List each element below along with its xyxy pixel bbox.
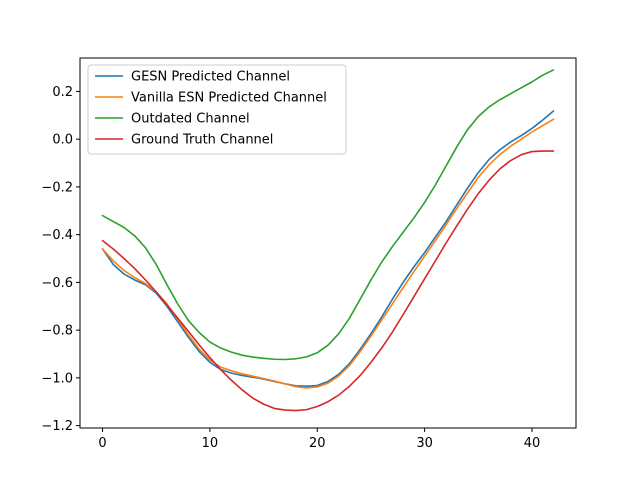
- x-tick-label: 10: [202, 436, 219, 451]
- series-layer: [101, 69, 555, 412]
- y-tick-label: −0.6: [41, 276, 73, 291]
- legend: GESN Predicted Channel Vanilla ESN Predic…: [87, 64, 347, 155]
- y-tick-label: 0.2: [52, 85, 73, 100]
- x-tick-label: 20: [309, 436, 326, 451]
- y-tick-label: −1.0: [41, 371, 73, 386]
- series-line-1: [101, 110, 555, 388]
- legend-label: Outdated Channel: [131, 112, 250, 127]
- series-line-4: [101, 150, 555, 412]
- x-tick-label: 30: [416, 436, 433, 451]
- legend-label: GESN Predicted Channel: [131, 70, 290, 85]
- series-line-3: [101, 69, 555, 361]
- legend-label: Vanilla ESN Predicted Channel: [131, 91, 327, 106]
- legend-box: [87, 64, 347, 155]
- y-tick-label: 0.0: [52, 133, 73, 148]
- y-tick-label: −1.2: [41, 419, 73, 434]
- y-tick-label: −0.4: [41, 228, 73, 243]
- y-tick-label: −0.8: [41, 324, 73, 339]
- plot-frame: [79, 57, 577, 429]
- x-tick-label: 0: [98, 436, 106, 451]
- y-tick-label: −0.2: [41, 180, 73, 195]
- y-axis: −1.2 −1.0 −0.8 −0.6 −0.4 −0.2 0.0 0.2: [41, 85, 80, 434]
- legend-label: Ground Truth Channel: [131, 133, 273, 148]
- x-tick-label: 40: [524, 436, 541, 451]
- x-axis: 0 10 20 30 40: [98, 428, 540, 451]
